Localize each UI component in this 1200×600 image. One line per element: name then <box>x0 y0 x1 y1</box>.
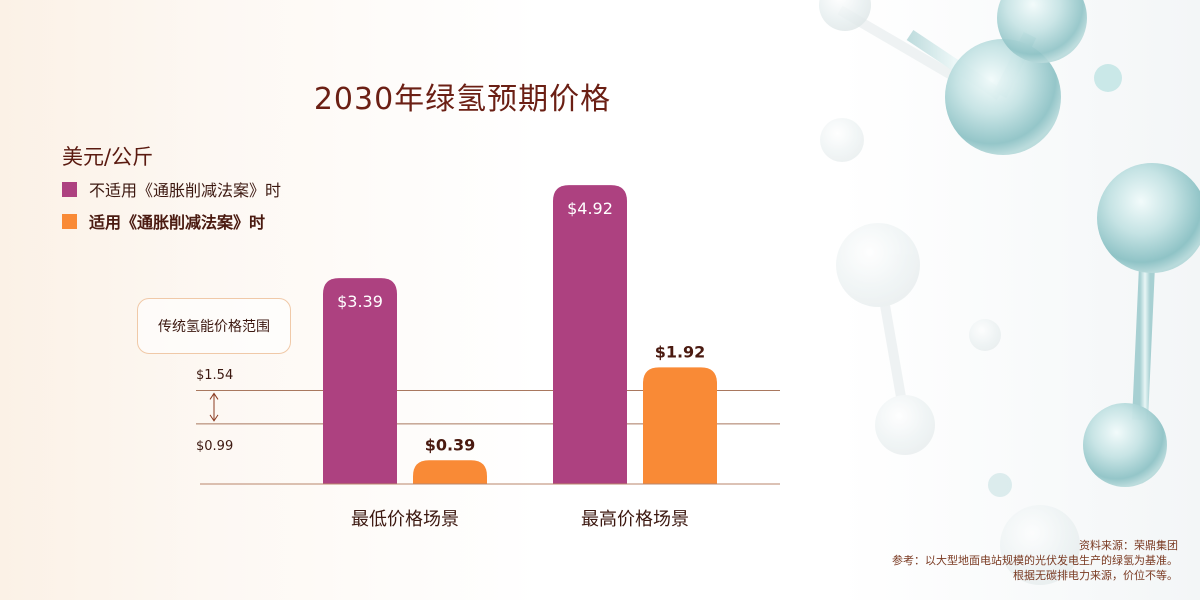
category-label-high: 最高价格场景 <box>581 509 689 530</box>
bar-without-ira-low <box>323 278 397 484</box>
unit-label: 美元/公斤 <box>62 145 154 169</box>
data-label-without-ira-high: $4.92 <box>567 199 613 218</box>
data-label-with-ira-high: $1.92 <box>655 342 706 361</box>
reference-arrow-head-down <box>209 414 219 422</box>
legend-swatch-orange <box>62 213 77 229</box>
legend-label-with-ira: 适用《通胀削减法案》时 <box>89 213 266 232</box>
bar-without-ira-high <box>553 185 627 484</box>
reference-low-label: $0.99 <box>196 439 234 454</box>
legend-swatch-purple <box>62 181 77 197</box>
chart-title: 2030年绿氢预期价格 <box>313 82 612 117</box>
note-line-2: 根据无碳排电力来源，价位不等。 <box>1013 569 1178 582</box>
category-label-low: 最低价格场景 <box>351 509 459 530</box>
legend-label-without-ira: 不适用《通胀削减法案》时 <box>89 181 282 200</box>
data-label-with-ira-low: $0.39 <box>425 435 476 454</box>
reference-high-label: $1.54 <box>196 368 234 383</box>
legend-item-without-ira: 不适用《通胀削减法案》时 <box>62 177 281 201</box>
note-line-1: 参考：以大型地面电站规模的光伏发电生产的绿氢为基准。 <box>892 554 1178 567</box>
reference-range-label: 传统氢能价格范围 <box>158 319 270 335</box>
legend-item-with-ira: 适用《通胀削减法案》时 <box>62 209 265 233</box>
reference-arrow-head-up <box>209 392 219 400</box>
bar-with-ira-low <box>413 460 487 484</box>
bar-with-ira-high <box>643 367 717 484</box>
reference-range-label-box: 传统氢能价格范围 <box>137 298 291 354</box>
footer-notes: 资料来源：荣鼎集团 参考：以大型地面电站规模的光伏发电生产的绿氢为基准。 根据无… <box>892 538 1178 583</box>
source-text: 资料来源：荣鼎集团 <box>1079 539 1178 552</box>
data-label-without-ira-low: $3.39 <box>337 292 383 311</box>
